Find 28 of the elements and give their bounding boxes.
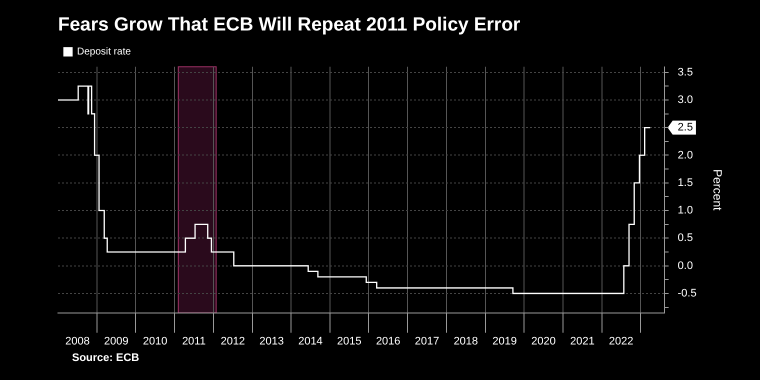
chart-title: Fears Grow That ECB Will Repeat 2011 Policy Error	[58, 14, 521, 36]
x-tick-label: 2018	[454, 335, 478, 348]
legend-label: Deposit rate	[77, 46, 132, 58]
y-tick-label: -0.5	[678, 287, 697, 300]
y-tick-label: 3.0	[678, 94, 693, 106]
y-tick-label: 0.0	[678, 260, 693, 272]
x-tick-label: 2015	[337, 335, 362, 348]
x-tick-label: 2021	[570, 335, 595, 348]
x-tick-label: 2011	[182, 335, 206, 348]
x-tick-label: 2016	[376, 335, 400, 348]
x-tick-label: 2013	[259, 335, 284, 348]
x-tick-label: 2009	[104, 335, 129, 348]
x-tick-label: 2008	[65, 335, 90, 348]
y-tick-label: 1.5	[678, 176, 693, 189]
x-tick-label: 2014	[298, 335, 323, 348]
y-tick-label: 1.0	[678, 204, 693, 217]
y-tick-label: 2.5	[678, 122, 693, 134]
x-tick-label: 2012	[220, 335, 246, 348]
y-tick-label: 0.5	[678, 232, 693, 244]
source-note: Source: ECB	[72, 352, 140, 364]
y-axis-title: Percent	[710, 169, 724, 212]
x-tick-label: 2022	[608, 335, 634, 348]
x-tick-label: 2017	[414, 335, 440, 348]
y-tick-label: 2.0	[678, 149, 693, 162]
y-tick-label: 3.5	[678, 66, 693, 78]
x-tick-label: 2019	[492, 335, 517, 348]
x-tick-label: 2010	[142, 335, 168, 348]
x-tick-label: 2020	[531, 335, 556, 348]
